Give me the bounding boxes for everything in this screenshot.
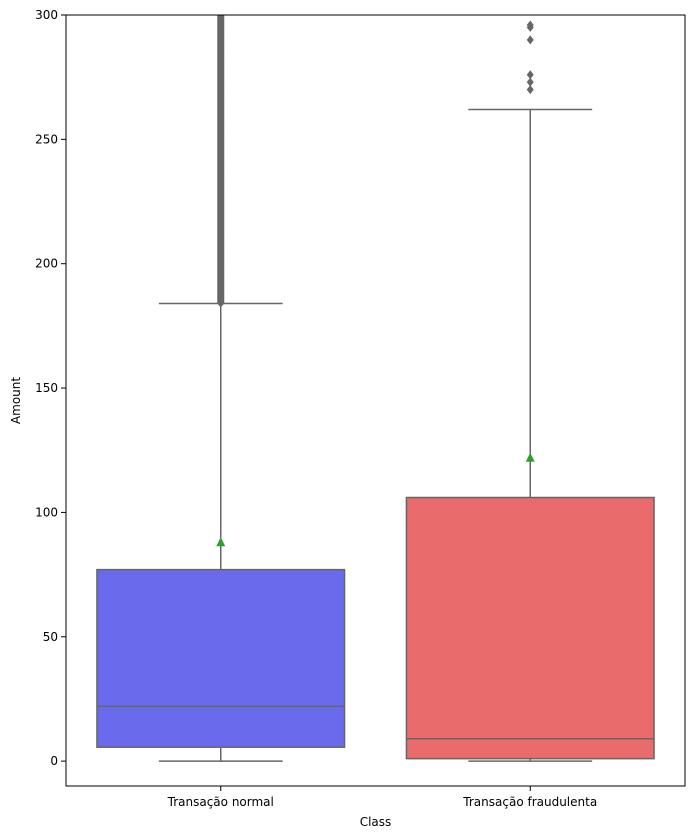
outlier-point-normal bbox=[217, 90, 225, 99]
outlier-point-normal bbox=[217, 190, 225, 199]
outlier-point-fraud bbox=[526, 85, 534, 95]
outlier-point-normal bbox=[217, 249, 225, 258]
y-axis-label: Amount bbox=[9, 377, 23, 424]
outlier-point-fraud bbox=[526, 77, 534, 87]
outlier-point-normal bbox=[217, 115, 225, 124]
y-tick-label: 200 bbox=[35, 257, 58, 271]
outlier-point-normal bbox=[217, 40, 225, 49]
outlier-point-normal bbox=[217, 185, 225, 194]
outlier-point-normal bbox=[217, 170, 225, 179]
outlier-point-normal bbox=[217, 180, 225, 189]
outlier-point-normal bbox=[217, 15, 225, 24]
outlier-point-normal bbox=[217, 214, 225, 223]
outlier-point-normal bbox=[217, 120, 225, 129]
outlier-point-normal bbox=[217, 200, 225, 209]
outlier-point-normal bbox=[217, 175, 225, 184]
outlier-point-normal bbox=[217, 254, 225, 263]
y-tick-label: 250 bbox=[35, 132, 58, 146]
outlier-point-normal bbox=[217, 105, 225, 114]
outlier-point-normal bbox=[217, 284, 225, 293]
outlier-point-normal bbox=[217, 234, 225, 243]
outlier-point-normal bbox=[217, 20, 225, 29]
outlier-point-normal bbox=[217, 224, 225, 233]
outlier-point-normal bbox=[217, 269, 225, 278]
box-normal bbox=[96, 568, 346, 748]
outlier-point-normal bbox=[217, 95, 225, 104]
outlier-point-normal bbox=[217, 239, 225, 248]
outlier-point-fraud bbox=[526, 35, 534, 45]
outlier-point-normal bbox=[217, 45, 225, 54]
x-tick-label: Transação fraudulenta bbox=[462, 795, 597, 809]
y-tick-label: 150 bbox=[35, 381, 58, 395]
x-tick-label: Transação normal bbox=[167, 795, 274, 809]
outlier-point-normal bbox=[217, 50, 225, 59]
plot-frame bbox=[65, 14, 686, 787]
y-tick-label: 100 bbox=[35, 505, 58, 519]
outlier-point-normal bbox=[217, 25, 225, 34]
outlier-point-normal bbox=[217, 160, 225, 169]
outlier-point-normal bbox=[217, 204, 225, 213]
outlier-point-normal bbox=[217, 244, 225, 253]
y-tick-label: 300 bbox=[35, 8, 58, 22]
outlier-point-normal bbox=[217, 289, 225, 298]
outlier-point-normal bbox=[217, 130, 225, 139]
outlier-point-fraud bbox=[526, 20, 534, 30]
outlier-point-normal bbox=[217, 145, 225, 154]
outlier-point-normal bbox=[217, 274, 225, 283]
outlier-point-normal bbox=[217, 294, 225, 303]
x-axis-label: Class bbox=[360, 815, 392, 829]
outlier-point-normal bbox=[217, 100, 225, 109]
mean-marker-fraud bbox=[525, 452, 535, 462]
outlier-point-normal bbox=[217, 209, 225, 218]
outlier-point-normal bbox=[217, 70, 225, 79]
y-tick-label: 50 bbox=[43, 630, 58, 644]
outlier-point-normal bbox=[217, 15, 225, 19]
plot-area bbox=[96, 15, 655, 762]
outlier-point-normal bbox=[217, 229, 225, 238]
outlier-point-normal bbox=[217, 110, 225, 119]
outlier-point-normal bbox=[217, 135, 225, 144]
outlier-point-normal bbox=[217, 55, 225, 64]
outlier-point-normal bbox=[217, 150, 225, 159]
outlier-point-normal bbox=[217, 195, 225, 204]
outlier-point-normal bbox=[217, 65, 225, 74]
outlier-point-normal bbox=[217, 125, 225, 134]
outlier-point-normal bbox=[217, 165, 225, 174]
mean-marker-normal bbox=[216, 537, 226, 547]
outlier-point-normal bbox=[217, 140, 225, 149]
outlier-point-normal bbox=[217, 155, 225, 164]
outlier-point-normal bbox=[217, 299, 225, 308]
outlier-point-normal bbox=[217, 30, 225, 39]
outlier-point-fraud bbox=[526, 70, 534, 80]
outlier-point-normal bbox=[217, 75, 225, 84]
box-fraud bbox=[405, 496, 655, 760]
outlier-point-normal bbox=[217, 60, 225, 69]
outlier-point-normal bbox=[217, 264, 225, 273]
axes: Transação normal Transação fraudulenta 0 50… bbox=[35, 8, 686, 809]
outlier-point-normal bbox=[217, 219, 225, 228]
outlier-point-normal bbox=[217, 259, 225, 268]
outlier-point-normal bbox=[217, 80, 225, 89]
outlier-point-normal bbox=[217, 85, 225, 94]
y-tick-label: 0 bbox=[50, 754, 58, 768]
outlier-point-normal bbox=[217, 35, 225, 44]
outlier-point-normal bbox=[217, 279, 225, 288]
